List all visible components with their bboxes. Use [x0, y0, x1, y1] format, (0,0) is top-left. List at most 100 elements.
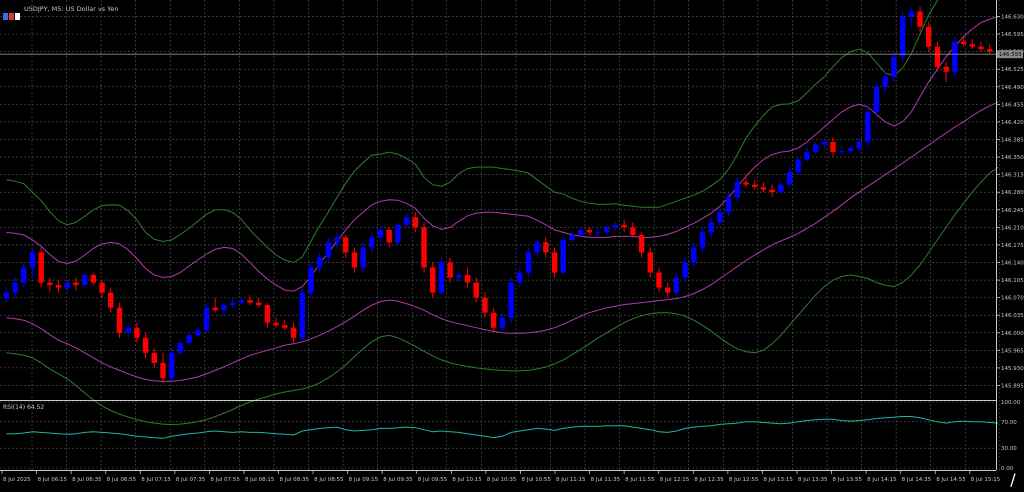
candle-bear [273, 322, 279, 326]
time-tick-label: 8 Jul 2025 [3, 477, 31, 483]
price-tick-label: 145.930 [1001, 366, 1024, 372]
candle-bear [551, 252, 558, 273]
candle-bull [908, 11, 915, 17]
candle-bull [21, 267, 27, 283]
candle-bull [891, 56, 897, 77]
candle-bear [830, 142, 836, 153]
candle-bull [177, 342, 184, 353]
candle-bull [534, 242, 540, 253]
price-tick-label: 146.595 [1001, 32, 1024, 38]
candle-bull [81, 275, 88, 286]
candle-bear [943, 66, 949, 72]
candle-bull [682, 262, 688, 278]
price-tick-label: 145.895 [1001, 383, 1024, 389]
candle-bull [517, 272, 523, 283]
candle-bear [447, 262, 453, 278]
candle-bull [865, 111, 871, 143]
price-tick-label: 145.965 [1001, 348, 1024, 354]
candle-bull [786, 172, 793, 185]
price-tick-label: 146.420 [1001, 120, 1024, 126]
candle-bear [978, 46, 984, 50]
time-tick-label: 8 Jul 12:55 [729, 477, 759, 483]
chart-title: USDJPY, M5: US Dollar vs Yen [24, 5, 118, 13]
candle-bull [377, 229, 384, 238]
candle-bull [203, 307, 210, 331]
candle-bear [412, 217, 419, 228]
corner-glyph: / [1010, 470, 1016, 488]
candle-bull [238, 300, 244, 303]
candle-bull [595, 232, 601, 234]
time-tick-label: 8 Jul 08:55 [314, 477, 344, 483]
price-tick-label: 146.105 [1001, 278, 1024, 284]
candle-bear [769, 189, 775, 193]
candle-bear [647, 252, 653, 273]
candle-bull [577, 229, 584, 235]
time-tick-label: 8 Jul 14:35 [902, 477, 932, 483]
candle-bull [525, 252, 532, 273]
candle-bull [395, 224, 401, 243]
candle-bull [195, 330, 201, 336]
candle-bear [986, 49, 993, 52]
candle-bull [186, 335, 192, 343]
candle-bear [90, 275, 97, 283]
time-tick-label: 8 Jul 14:15 [867, 477, 897, 483]
price-tick-label: 146.280 [1001, 190, 1024, 196]
candle-bear [430, 267, 436, 293]
candle-bear [752, 184, 758, 188]
time-tick-label: 8 Jul 10:15 [452, 477, 482, 483]
price-tick-label: 146.070 [1001, 296, 1024, 302]
time-tick-label: 8 Jul 09:55 [418, 477, 448, 483]
candle-bear [638, 234, 645, 253]
candle-bull [725, 197, 732, 213]
candle-bull [438, 262, 445, 293]
time-tick-label: 8 Jul 12:15 [660, 477, 690, 483]
time-tick-label: 8 Jul 11:35 [591, 477, 621, 483]
price-tick-label: 146.630 [1001, 15, 1024, 21]
candle-bull [499, 317, 506, 328]
candle-bull [64, 282, 70, 288]
candle-bear [212, 307, 218, 311]
price-tick-label: 146.455 [1001, 102, 1024, 108]
time-tick-label: 8 Jul 07:15 [141, 477, 171, 483]
candles-layer [0, 6, 996, 383]
current-price-tag [997, 50, 1023, 59]
bollinger-inner-upper-line [6, 16, 999, 292]
rsi-tick-label: 70.00 [1001, 420, 1017, 426]
candle-bear [656, 272, 662, 288]
candle-bull [569, 234, 575, 240]
time-tick-label: 8 Jul 07:55 [210, 477, 240, 483]
candle-bull [804, 152, 810, 160]
candle-bear [586, 229, 593, 233]
candle-bear [38, 252, 44, 283]
candle-bull [360, 247, 366, 268]
time-tick-label: 8 Jul 13:35 [798, 477, 828, 483]
candle-bull [612, 224, 619, 228]
candle-bull [708, 222, 714, 233]
price-tick-label: 146.245 [1001, 208, 1024, 214]
candle-bear [55, 285, 62, 288]
price-tick-label: 146.350 [1001, 155, 1024, 161]
candle-bear [917, 11, 923, 27]
candle-bear [99, 282, 105, 293]
candle-bear [934, 46, 941, 67]
candle-bear [926, 26, 932, 47]
candle-bear [290, 327, 297, 338]
candle-bull [369, 237, 375, 248]
candle-bull [12, 282, 18, 293]
candle-bear [630, 227, 636, 235]
candle-bull [795, 159, 801, 173]
candle-bull [221, 305, 227, 311]
candle-bull [508, 282, 514, 318]
price-tick-label: 146.000 [1001, 331, 1024, 337]
rsi-line [6, 416, 999, 439]
candle-bull [847, 148, 854, 152]
time-tick-label: 8 Jul 10:55 [521, 477, 551, 483]
candle-bear [151, 352, 157, 363]
candle-bear [160, 362, 166, 378]
candle-bear [621, 224, 627, 228]
time-tick-label: 8 Jul 13:15 [763, 477, 793, 483]
candle-bull [560, 239, 566, 273]
candle-bear [142, 337, 149, 353]
